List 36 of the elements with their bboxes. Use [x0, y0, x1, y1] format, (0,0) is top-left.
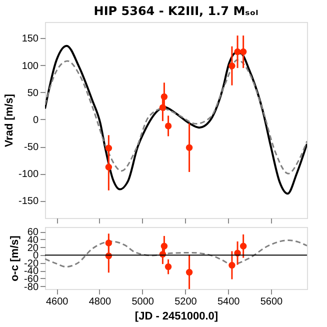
point — [228, 62, 236, 70]
x-tick-label: 5600 — [260, 296, 284, 308]
chart-title: HIP 5364 - K2III, 1.7 Mₛₒₗ — [94, 4, 258, 18]
y-tick-label: 0 — [32, 114, 39, 126]
y-axis-title: o-c [m/s] — [9, 235, 22, 282]
line-series — [45, 240, 307, 268]
line-series — [45, 44, 307, 195]
point — [159, 104, 166, 111]
y-tick-label: -150 — [18, 196, 39, 208]
x-tick-label: 4600 — [46, 296, 69, 308]
point — [186, 268, 193, 276]
point — [164, 122, 172, 130]
y-tick-label: 50 — [27, 88, 39, 99]
point — [186, 144, 193, 151]
y-tick-label: 100 — [22, 60, 39, 72]
x-tick-label: 5400 — [217, 296, 240, 308]
x-axis-title: [JD - 2451000.0] — [134, 310, 218, 322]
point — [105, 240, 112, 246]
y-tick-label: -50 — [24, 142, 39, 154]
point — [160, 93, 168, 100]
y-axis-title: Vrad [m/s] — [3, 94, 16, 148]
y-tick-label: -80 — [24, 282, 39, 293]
point — [240, 242, 247, 250]
x-tick-label: 4800 — [88, 296, 112, 308]
y-tick-label: 150 — [22, 34, 39, 45]
point — [164, 263, 172, 270]
point — [105, 164, 112, 170]
line-series — [45, 59, 307, 174]
y-tick-label: -100 — [18, 169, 39, 180]
point — [160, 242, 168, 250]
point — [105, 144, 112, 152]
point — [240, 48, 247, 56]
x-tick-label: 5000 — [132, 296, 154, 308]
point — [228, 262, 236, 269]
x-tick-label: 5200 — [174, 296, 198, 308]
point — [234, 48, 241, 56]
